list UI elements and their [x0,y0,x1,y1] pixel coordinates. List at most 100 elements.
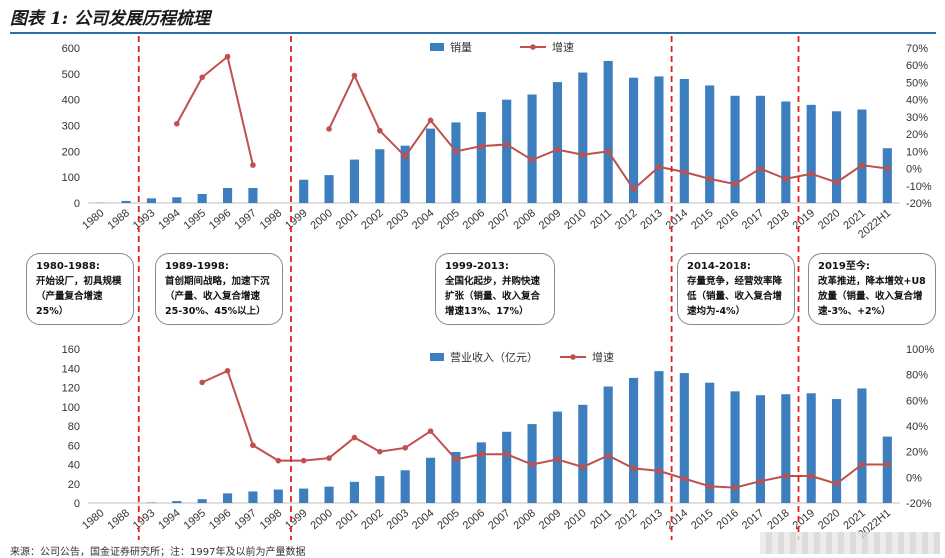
legend-line-label: 增速 [552,40,574,54]
growth-point [529,157,535,163]
bar [883,437,892,503]
growth-point [352,435,358,441]
stage-desc: 存量竞争，经营效率降低（销量、收入复合增速均为-4%） [687,274,785,319]
bar [654,76,663,203]
legend-bar-swatch [430,43,444,51]
x-tick-label: 2005 [435,207,461,232]
y2-tick-label: 70% [906,43,928,55]
x-tick-label: 2013 [638,207,664,232]
growth-point [326,455,332,461]
y2-tick-label: 60% [906,60,928,72]
growth-point [529,462,535,468]
x-tick-label: 1998 [258,207,284,232]
y2-tick-label: 50% [906,77,928,89]
x-tick-label: 1980 [80,207,106,232]
growth-point [605,453,611,459]
growth-line-segment [177,57,253,166]
chart-2: 020406080100120140160-20%0%20%40%60%80%1… [62,336,935,541]
x-tick-label: 1988 [106,207,132,232]
y-tick-label: 100 [62,172,80,184]
x-tick-label: 1998 [258,507,284,532]
stage-period: 2014-2018: [687,259,785,274]
x-tick-label: 1995 [182,507,208,532]
growth-point [555,147,561,153]
growth-point [783,176,789,182]
growth-point [428,118,434,124]
growth-point [479,143,485,149]
y2-tick-label: 0% [906,472,922,484]
y-tick-label: 80 [68,421,80,433]
x-tick-label: 2002 [359,207,385,232]
bar [198,499,207,503]
bar [527,95,536,204]
x-tick-label: 2017 [740,507,766,532]
y2-tick-label: 40% [906,421,928,433]
growth-point [250,162,256,168]
x-tick-label: 2000 [309,207,335,232]
growth-point [859,162,865,168]
growth-point [326,126,332,132]
y-tick-label: 500 [62,69,80,81]
y2-tick-label: -20% [906,498,932,510]
bar [299,180,308,203]
growth-point [453,149,459,155]
legend-bar-label: 销量 [450,40,472,54]
growth-point [808,473,814,479]
x-tick-label: 2018 [765,207,791,232]
y-tick-label: 40 [68,460,80,472]
growth-point [808,171,814,177]
bar [451,122,460,203]
bar [324,487,333,503]
x-tick-label: 1994 [156,507,182,532]
growth-point [834,180,840,186]
x-tick-label: 2010 [562,207,588,232]
y-tick-label: 300 [62,121,80,133]
growth-point [199,380,205,386]
x-tick-label: 1995 [182,207,208,232]
x-tick-label: 1997 [232,207,258,232]
y-tick-label: 600 [62,43,80,55]
x-tick-label: 2009 [537,507,563,532]
x-tick-label: 2016 [715,207,741,232]
growth-point [301,458,307,464]
growth-point [428,428,434,434]
x-tick-label: 2011 [588,207,614,231]
stage-box-3: 1999-2013: 全国化起步，并购快速扩张（销量、收入复合增速13%、17%… [435,253,555,325]
bar [832,399,841,503]
growth-point [656,468,662,474]
growth-point [352,73,358,79]
x-tick-label: 2011 [588,507,614,531]
growth-point [504,142,510,148]
growth-point [631,186,637,192]
growth-point [656,164,662,170]
bar [629,378,638,503]
x-tick-label: 2014 [664,507,690,532]
bar [781,394,790,503]
y-tick-label: 160 [62,344,80,356]
x-tick-label: 2003 [385,507,411,532]
x-tick-label: 2016 [715,507,741,532]
growth-point [885,462,891,468]
y2-tick-label: 20% [906,129,928,141]
y2-tick-label: 10% [906,146,928,158]
bar [147,198,156,203]
bar [223,493,232,503]
growth-point [580,464,586,470]
y-tick-label: 0 [74,498,80,510]
growth-point [225,54,231,60]
growth-point [402,445,408,451]
bar [730,96,739,203]
watermark-blur [760,532,940,554]
bar [274,490,283,503]
bar [883,148,892,203]
x-tick-label: 2004 [410,207,436,232]
bar [172,197,181,203]
bar [198,194,207,203]
growth-point [174,121,180,127]
bar [324,175,333,203]
growth-point [479,451,485,457]
growth-point [504,451,510,457]
x-tick-label: 2008 [512,207,538,232]
bar [477,112,486,203]
y-tick-label: 140 [62,363,80,375]
